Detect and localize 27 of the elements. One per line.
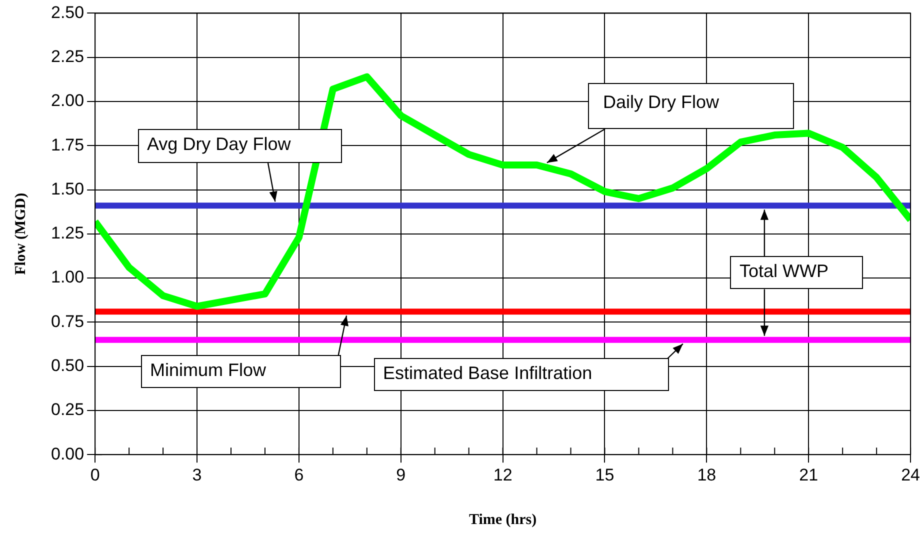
callout-box: Daily Dry Flow — [588, 83, 794, 129]
y-tick-label: 1.50 — [50, 179, 84, 198]
y-tick-label: 0.75 — [50, 312, 84, 331]
x-tick-label: 3 — [192, 465, 202, 484]
x-tick-label: 12 — [493, 465, 512, 484]
callout-box: Estimated Base Infiltration — [374, 358, 669, 391]
x-tick-label: 24 — [901, 465, 920, 484]
y-tick-label: 0.00 — [50, 444, 84, 464]
y-tick-label: 1.00 — [50, 268, 84, 287]
x-axis-title: Time (hrs) — [468, 512, 537, 528]
x-tick-label: 18 — [697, 465, 716, 484]
y-axis-title: Flow (MGD) — [12, 192, 29, 275]
y-tick-label: 0.25 — [50, 400, 84, 420]
y-tick-label: 1.25 — [50, 224, 84, 243]
callout-box: Minimum Flow — [141, 355, 341, 388]
x-tick-label: 6 — [294, 465, 304, 484]
y-tick-label: 2.50 — [50, 2, 84, 22]
x-tick-label: 21 — [799, 465, 818, 484]
x-tick-label: 15 — [595, 465, 614, 484]
y-tick-label: 1.75 — [50, 135, 84, 154]
callout-box: Total WWP — [730, 256, 864, 290]
callout-box: Avg Dry Day Flow — [138, 129, 342, 163]
y-tick-label: 2.00 — [50, 91, 84, 110]
x-tick-label: 9 — [396, 465, 406, 484]
x-tick-label: 0 — [90, 465, 100, 484]
y-tick-label: 0.50 — [50, 356, 84, 376]
y-tick-label: 2.25 — [50, 47, 84, 66]
